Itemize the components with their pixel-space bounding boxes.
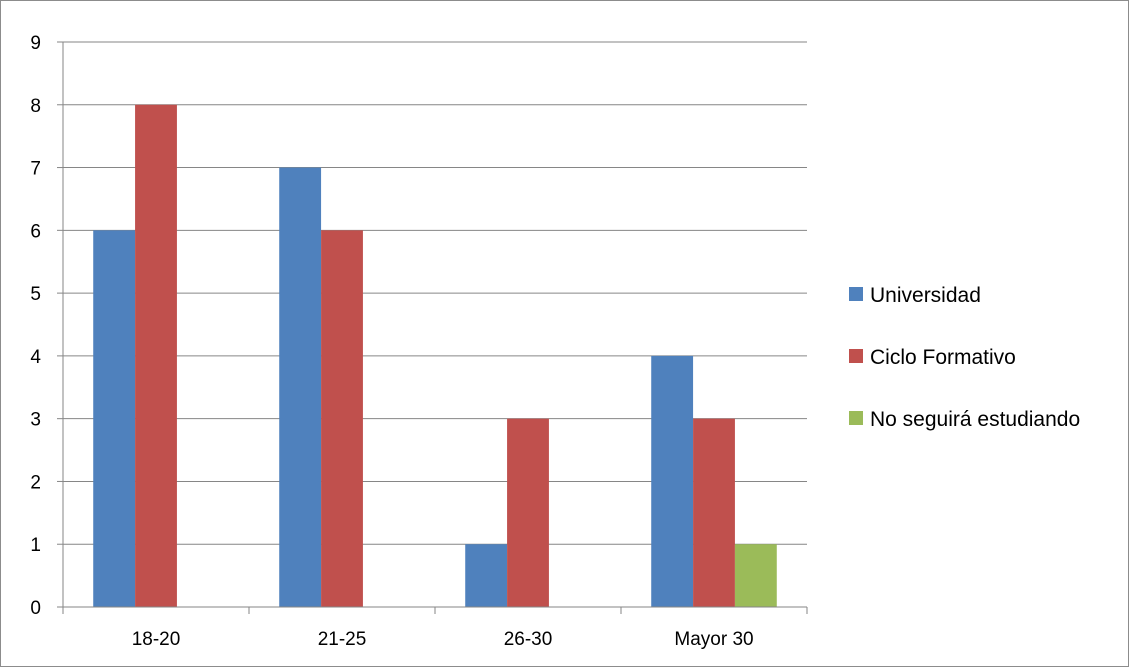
- axes: [57, 41, 808, 614]
- y-tick-label: 3: [30, 410, 41, 431]
- bar-universidad: [93, 230, 136, 608]
- y-tick-label: 8: [30, 96, 41, 117]
- gridlines: [63, 41, 807, 545]
- legend-swatch: [849, 349, 863, 363]
- y-tick-label: 1: [30, 535, 41, 556]
- bar-universidad: [279, 167, 322, 608]
- legend-label: Ciclo Formativo: [870, 346, 1016, 369]
- y-tick-label: 4: [30, 347, 41, 368]
- legend-swatch: [849, 287, 863, 301]
- bar-no-seguir-estudiando: [734, 544, 777, 607]
- bar-ciclo-formativo: [321, 230, 363, 608]
- bar-ciclo-formativo: [507, 418, 549, 607]
- y-tick-label: 9: [30, 33, 41, 54]
- bars: [93, 104, 777, 608]
- y-tick-label: 2: [30, 472, 41, 493]
- legend-swatch: [849, 411, 863, 425]
- x-tick-label: 21-25: [318, 629, 367, 650]
- x-tick-label: Mayor 30: [674, 629, 753, 650]
- bar-universidad: [465, 544, 508, 607]
- bar-universidad: [651, 355, 694, 607]
- bar-ciclo-formativo: [135, 104, 177, 608]
- legend-label: Universidad: [870, 284, 981, 307]
- y-tick-label: 6: [30, 221, 41, 242]
- bar-ciclo-formativo: [693, 418, 735, 607]
- y-tick-label: 7: [30, 159, 41, 180]
- x-tick-label: 26-30: [504, 629, 553, 650]
- y-tick-label: 5: [30, 284, 41, 305]
- legend: Universidad Ciclo Formativo No seguirá est…: [849, 284, 1080, 431]
- x-tick-label: 18-20: [132, 629, 181, 650]
- legend-label: No seguirá estudiando: [870, 408, 1080, 431]
- y-tick-label: 0: [30, 598, 41, 619]
- x-tick-labels: 18-20 21-25 26-30 Mayor 30: [132, 629, 754, 650]
- y-tick-labels: 0 1 2 3 4 5 6 7 8 9: [30, 33, 41, 619]
